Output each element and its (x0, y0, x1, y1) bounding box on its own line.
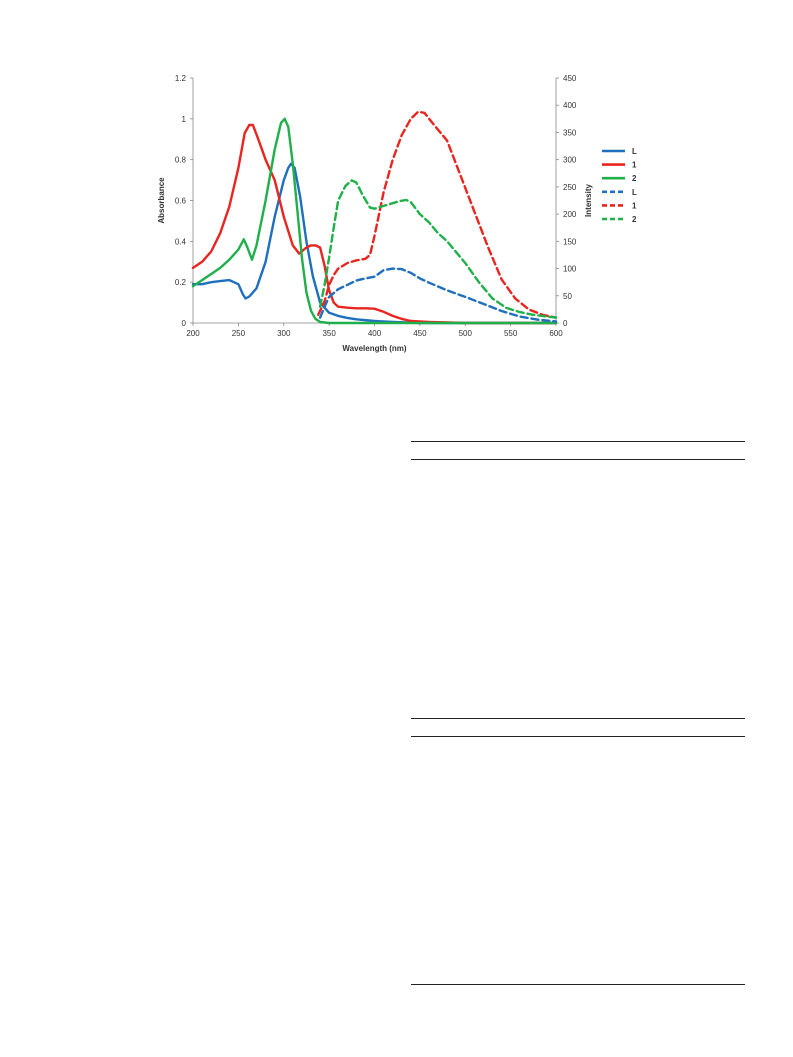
x-tick-label: 250 (232, 329, 246, 338)
legend-label: L (632, 188, 637, 197)
table-header-rule (411, 459, 745, 460)
y-axis-left-label: Absorbance (157, 177, 166, 224)
y-right-tick-label: 0 (563, 319, 568, 328)
y-left-tick-label: 1 (182, 115, 187, 124)
x-tick-label: 300 (277, 329, 291, 338)
legend-label: 1 (632, 201, 637, 210)
series-line-absorbance-1 (191, 123, 558, 325)
y-right-tick-label: 100 (563, 265, 577, 274)
y-right-tick-label: 50 (563, 292, 572, 301)
y-left-tick-label: 0.6 (175, 197, 187, 206)
y-left-tick-label: 0.8 (175, 156, 187, 165)
table2-bottom-rule (411, 984, 745, 985)
legend-label: 2 (632, 215, 637, 224)
series-line-emission-L (318, 267, 558, 323)
x-tick-label: 350 (322, 329, 336, 338)
y-left-tick-label: 0.4 (175, 237, 187, 246)
y-axis-right-label: Intensity (584, 184, 593, 217)
y-right-tick-label: 300 (563, 156, 577, 165)
legend-label: 2 (632, 174, 637, 183)
x-tick-label: 550 (504, 329, 518, 338)
table2-top-rule (411, 736, 745, 737)
spectra-chart: 200 250 300 350 400 450 500 550 600 0 0.2 0.4 0.6 0.8… (150, 70, 650, 370)
x-tick-label: 200 (186, 329, 200, 338)
y-right-tick-label: 350 (563, 128, 577, 137)
x-tick-label: 400 (368, 329, 382, 338)
series-line-emission-2 (318, 179, 558, 319)
x-tick-label: 600 (549, 329, 563, 338)
y-right-tick-label: 150 (563, 237, 577, 246)
y-right-tick-label: 450 (563, 74, 577, 83)
y-left-tick-label: 0 (182, 319, 187, 328)
legend-label: L (632, 147, 637, 156)
y-right-tick-label: 200 (563, 210, 577, 219)
y-right-tick-label: 250 (563, 183, 577, 192)
y-left-tick-label: 1.2 (175, 74, 187, 83)
y-left-tick-label: 0.2 (175, 278, 187, 287)
series-line-absorbance-L (191, 162, 558, 325)
spectra-chart-svg: 200 250 300 350 400 450 500 550 60000.20.40.60.8… (157, 74, 637, 353)
series-line-absorbance-2 (191, 117, 558, 325)
x-axis-label: Wavelength (nm) (342, 344, 406, 353)
table-bottom-rule (411, 718, 745, 719)
x-tick-label: 500 (459, 329, 473, 338)
table-top-rule (411, 441, 745, 442)
y-right-tick-label: 400 (563, 101, 577, 110)
legend-label: 1 (632, 161, 637, 170)
series-line-emission-1 (317, 110, 558, 319)
x-tick-label: 450 (413, 329, 427, 338)
